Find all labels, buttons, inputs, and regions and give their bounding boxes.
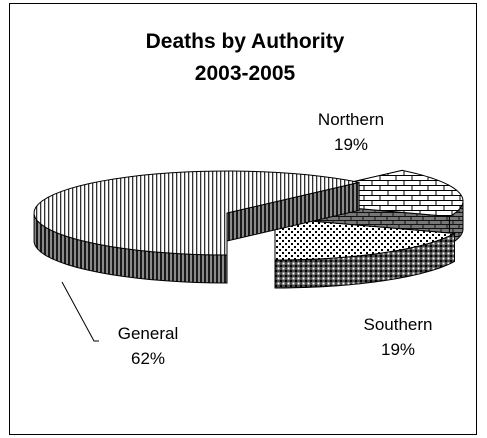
pie-slices: [33, 169, 464, 289]
chart-title: Deaths by Authority 2003-2005: [146, 30, 345, 85]
label-general-name: General: [118, 324, 178, 343]
label-southern-percent: 19%: [381, 340, 415, 359]
label-northern-name: Northern: [318, 110, 384, 129]
label-general-percent: 62%: [131, 349, 165, 368]
slice-general: [33, 170, 360, 284]
slice-labels: General 62% Northern 19% Southern 19%: [61, 110, 433, 368]
slice-general-top: [33, 170, 360, 256]
label-northern-percent: 19%: [334, 135, 368, 154]
chart-title-line-1: Deaths by Authority: [146, 30, 345, 53]
leader-line-general: [61, 281, 99, 342]
slice-southern-top: [274, 217, 457, 261]
slice-southern: [274, 217, 457, 289]
chart-title-line-2: 2003-2005: [195, 62, 296, 85]
label-southern-name: Southern: [364, 315, 433, 334]
